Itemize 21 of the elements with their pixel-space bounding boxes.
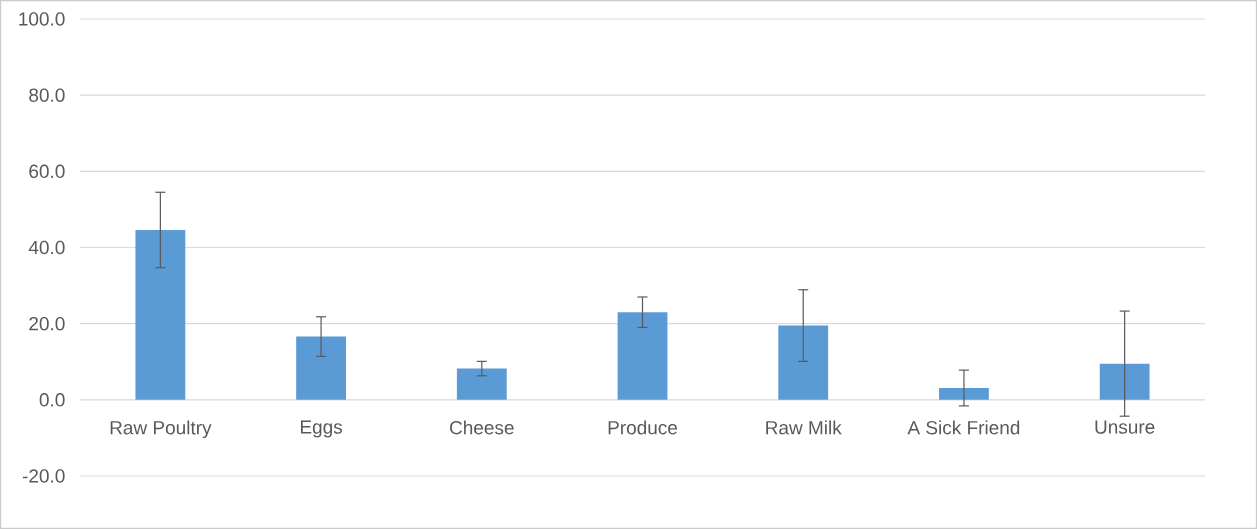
x-tick-label: Raw Milk (766, 420, 842, 435)
bar (617, 312, 668, 400)
x-tick-label: Cheese (450, 420, 514, 435)
y-tick-label: 20.0 (29, 316, 65, 331)
bar (778, 325, 829, 400)
y-tick-label: 40.0 (28, 240, 65, 255)
y-tick-label: 100.0 (19, 12, 65, 26)
x-tick-label: Raw Poultry (110, 420, 212, 439)
bar (939, 388, 989, 400)
y-tick-label: 80.0 (29, 88, 65, 102)
bar (296, 336, 346, 400)
y-tick-label: 0.0 (39, 393, 65, 407)
bar (456, 368, 507, 400)
bar (135, 229, 186, 400)
x-tick-label: Eggs (300, 420, 343, 438)
x-tick-label: A Sick Friend (907, 420, 1020, 435)
x-tick-label: Unsure (1095, 420, 1155, 434)
x-tick-label: Produce (608, 420, 678, 435)
y-tick-label: 60.0 (29, 164, 65, 179)
bar (1099, 363, 1150, 400)
y-tick-label: -20.0 (22, 469, 65, 483)
